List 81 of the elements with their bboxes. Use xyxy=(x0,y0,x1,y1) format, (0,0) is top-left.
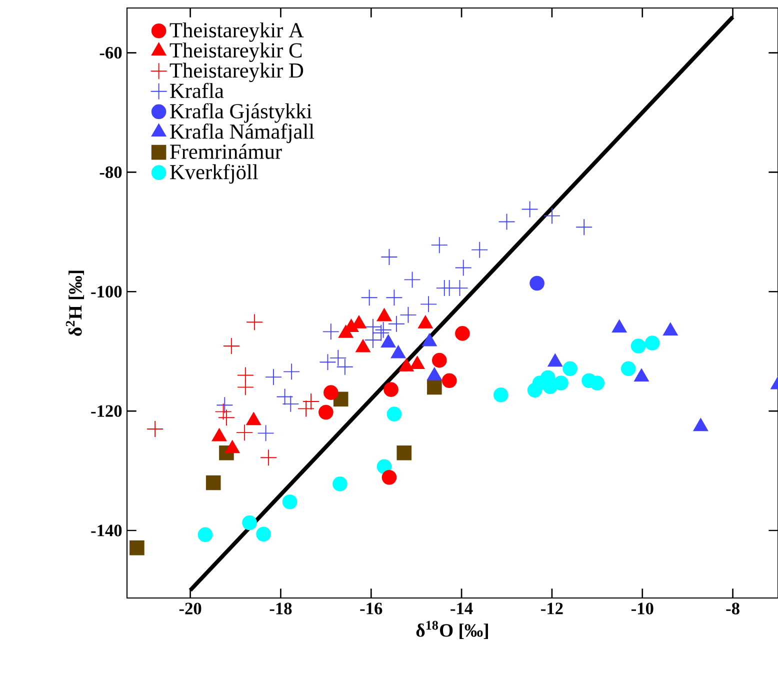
legend-label: Krafla Gjástykki xyxy=(170,103,312,123)
point xyxy=(644,336,660,350)
point xyxy=(396,445,412,460)
point xyxy=(374,321,392,338)
point xyxy=(298,400,314,418)
point xyxy=(319,354,336,371)
point xyxy=(420,296,438,313)
point xyxy=(323,385,338,400)
point xyxy=(218,409,235,426)
point xyxy=(430,236,448,254)
point xyxy=(471,241,488,258)
x-tick-label: -12 xyxy=(541,602,563,614)
point xyxy=(282,494,298,510)
point xyxy=(222,338,240,354)
point xyxy=(442,373,457,388)
legend-label: Kverkfjöll xyxy=(170,164,258,184)
legend-label: Theistareykir C xyxy=(170,42,302,62)
point xyxy=(246,314,263,331)
point xyxy=(360,289,378,306)
point xyxy=(236,424,254,442)
point xyxy=(146,420,164,438)
legend-label: Theistareykir D xyxy=(170,62,304,82)
point xyxy=(400,306,417,324)
point xyxy=(332,476,348,492)
point xyxy=(386,406,402,422)
point xyxy=(493,388,508,402)
point xyxy=(376,459,392,474)
point xyxy=(386,289,403,306)
point xyxy=(454,259,472,276)
point xyxy=(498,213,516,230)
y-axis-title: δ$^{2}$H [‰] xyxy=(66,270,84,336)
x-axis-title: δ$^{18}$O [‰] xyxy=(416,620,488,640)
point xyxy=(322,323,340,340)
point xyxy=(388,315,405,332)
point xyxy=(384,382,398,397)
point xyxy=(562,361,578,376)
point xyxy=(364,332,382,348)
point xyxy=(630,338,646,354)
point xyxy=(130,540,144,556)
point xyxy=(318,404,334,420)
point xyxy=(380,248,398,266)
x-tick-label: -10 xyxy=(631,602,654,614)
legend-label: Krafla xyxy=(170,82,224,98)
y-tick-label: -100 xyxy=(91,286,122,298)
legend-label: Theistareykir A xyxy=(170,22,304,42)
point xyxy=(256,526,271,542)
point xyxy=(530,276,544,291)
point xyxy=(382,470,397,485)
point xyxy=(257,424,274,442)
point xyxy=(242,515,257,530)
point xyxy=(576,218,593,236)
y-tick-label: -120 xyxy=(91,405,122,417)
point xyxy=(543,207,560,224)
point xyxy=(455,326,470,341)
point xyxy=(590,376,605,390)
point xyxy=(302,393,320,410)
point xyxy=(236,378,254,396)
y-tick-label: -80 xyxy=(100,166,122,178)
y-tick-label: -140 xyxy=(91,524,122,536)
point xyxy=(214,403,232,420)
point xyxy=(216,396,234,414)
x-tick-label: -18 xyxy=(270,602,292,614)
legend-label: Krafla Námafjall xyxy=(170,124,314,144)
point xyxy=(521,200,538,218)
x-tick-label: -20 xyxy=(179,602,202,614)
x-tick-label: -8 xyxy=(726,602,740,614)
point xyxy=(198,527,213,542)
point xyxy=(283,363,300,380)
legend-label: Fremrinámur xyxy=(170,144,282,159)
point xyxy=(432,352,447,368)
point xyxy=(451,280,468,297)
point xyxy=(404,271,421,288)
point xyxy=(260,449,277,466)
point xyxy=(620,361,636,376)
point xyxy=(554,376,568,390)
x-tick-label: -14 xyxy=(450,602,473,614)
x-tick-label: -16 xyxy=(360,602,382,614)
y-tick-label: -60 xyxy=(100,46,122,59)
point xyxy=(265,368,282,386)
point xyxy=(427,380,442,395)
point xyxy=(206,475,221,490)
